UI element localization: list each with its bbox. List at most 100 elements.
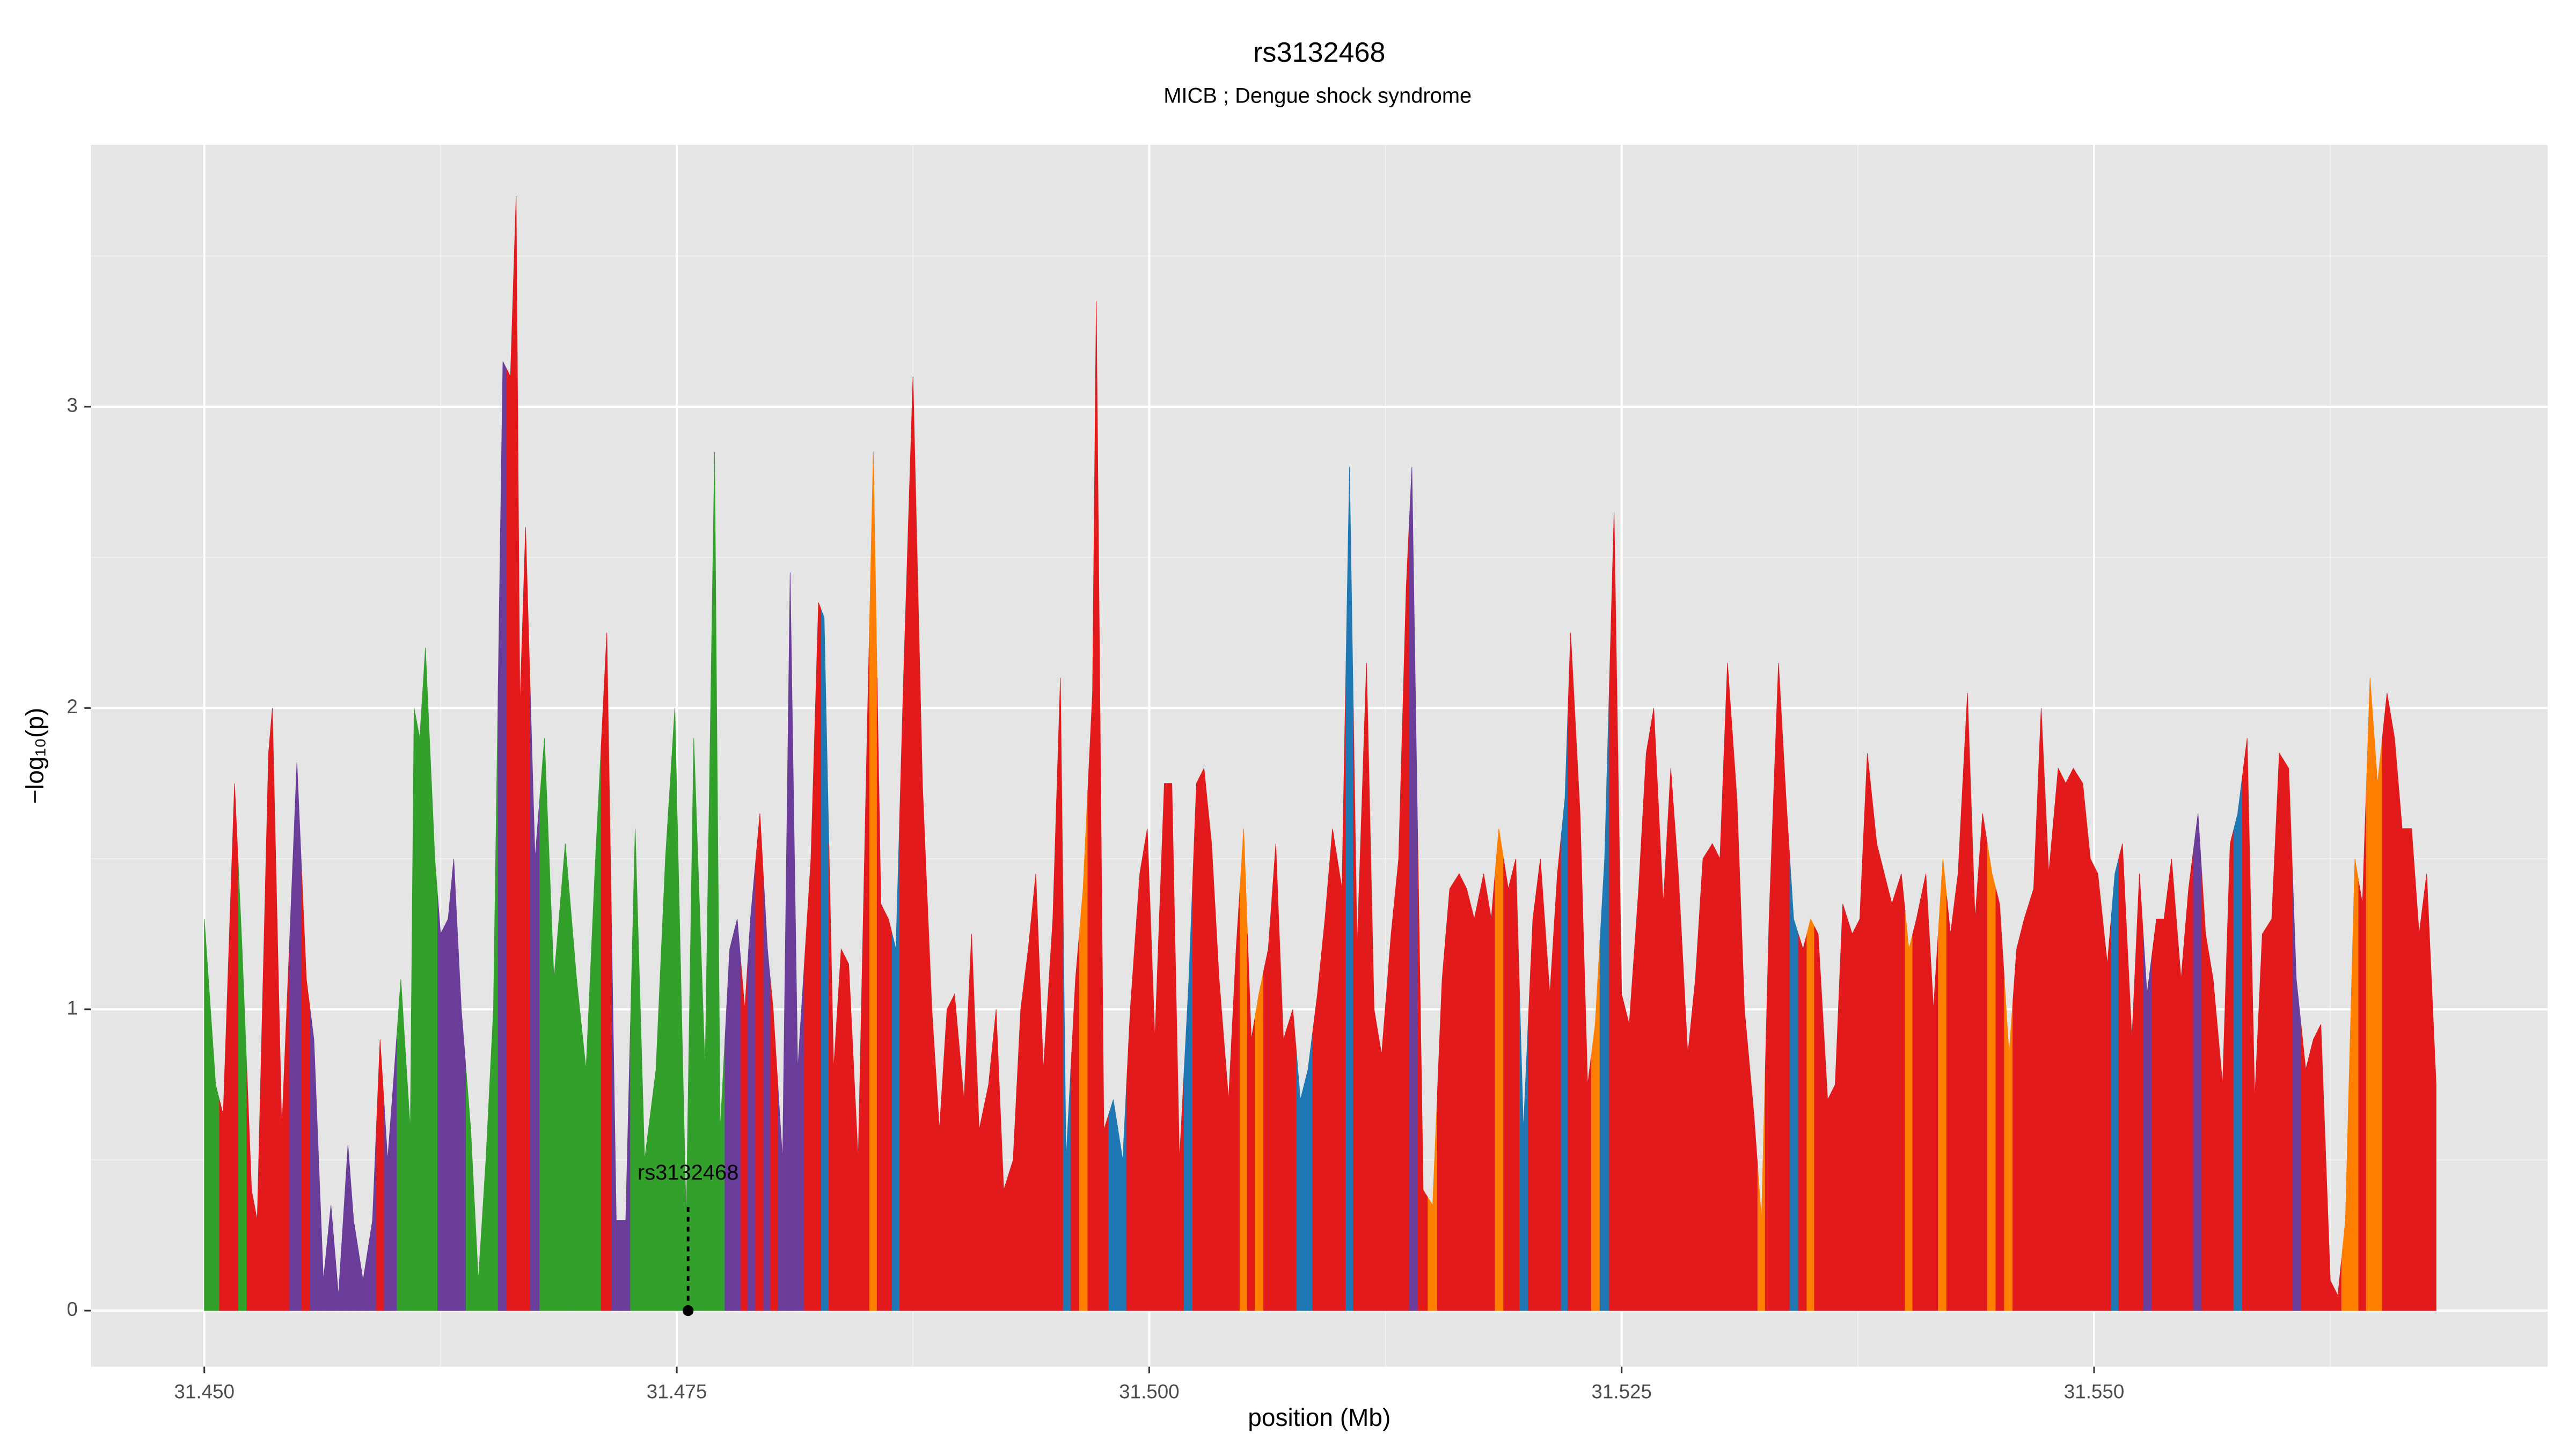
area-segment (967, 934, 976, 1311)
area-segment (1871, 798, 1881, 1311)
y-tick-label: 1 (67, 997, 77, 1019)
area-segment (497, 361, 507, 1311)
area-segment (1312, 956, 1322, 1311)
area-segment (1279, 941, 1289, 1311)
area-segment (1723, 663, 1733, 1311)
area-segment (1445, 880, 1455, 1311)
area-segment (2102, 919, 2112, 1311)
area-segment (1740, 904, 1750, 1311)
area-segment (1271, 843, 1280, 1311)
area-segment (262, 730, 271, 1311)
areas (204, 195, 2436, 1311)
area-segment (660, 783, 671, 1311)
area-segment (238, 866, 247, 1311)
area-segment (1386, 896, 1395, 1311)
area-segment (2317, 1024, 2326, 1311)
area-segment (1823, 1016, 1832, 1311)
area-segment (2292, 874, 2302, 1311)
x-tick-label: 31.550 (2064, 1380, 2125, 1402)
area-segment (457, 934, 466, 1311)
area-segment (1175, 971, 1184, 1311)
area-segment (630, 828, 640, 1311)
area-segment (327, 1205, 335, 1311)
area-segment (1008, 1085, 1018, 1311)
area-segment (2406, 828, 2416, 1311)
area-segment (992, 1009, 1000, 1311)
area-segment (559, 843, 572, 1311)
area-segment (724, 934, 734, 1311)
area-segment (1527, 889, 1537, 1311)
area-segment (1192, 775, 1201, 1311)
area-segment (2004, 979, 2014, 1311)
area-segment (1699, 850, 1708, 1311)
area-segment (1094, 301, 1101, 1311)
area-segment (1199, 767, 1208, 1311)
area-segment (2234, 775, 2243, 1311)
area-segment (2176, 919, 2185, 1311)
area-segment (570, 911, 582, 1311)
area-segment (917, 580, 928, 1311)
area-segment (2341, 1039, 2351, 1311)
area-segment (358, 1250, 368, 1311)
area-segment (1545, 926, 1554, 1311)
area-segment (1567, 632, 1576, 1311)
area-segment (1773, 663, 1783, 1311)
area-segment (1362, 663, 1371, 1311)
area-segment (884, 911, 892, 1311)
area-segment (1912, 896, 1922, 1311)
area-segment (690, 738, 700, 1311)
area-segment (397, 979, 406, 1311)
y-tick-label: 0 (67, 1298, 77, 1320)
area-segment (1798, 934, 1807, 1311)
area-segment (209, 1001, 220, 1311)
area-segment (2350, 858, 2359, 1311)
area-segment (2423, 874, 2432, 1311)
area-segment (1634, 821, 1643, 1311)
area-segment (1377, 994, 1387, 1311)
area-segment (1063, 919, 1071, 1311)
area-segment (611, 926, 621, 1311)
area-segment (1938, 858, 1947, 1311)
area-segment (1666, 768, 1675, 1311)
area-segment (2111, 858, 2119, 1311)
area-segment (405, 919, 413, 1311)
area-segment (2242, 738, 2251, 1311)
area-segment (422, 647, 430, 1311)
area-segment (1056, 678, 1064, 1311)
area-segment (763, 881, 771, 1311)
area-segment (1789, 858, 1799, 1311)
area-segment (699, 760, 711, 1311)
area-segment (2127, 941, 2136, 1311)
area-segment (1691, 919, 1700, 1311)
area-segment (367, 1130, 377, 1311)
area-segment (522, 527, 531, 1311)
area-segment (2325, 1152, 2334, 1311)
area-segment (2037, 708, 2045, 1311)
area-segment (861, 625, 870, 1311)
area-segment (437, 896, 445, 1311)
area-segment (741, 964, 748, 1311)
area-segment (2250, 919, 2259, 1311)
area-segment (814, 602, 822, 1311)
area-segment (908, 376, 918, 1311)
area-segment (1561, 715, 1568, 1311)
area-segment (1402, 527, 1410, 1311)
area-segment (1732, 730, 1741, 1311)
annotation-point (683, 1305, 694, 1316)
area-segment (1682, 964, 1692, 1311)
area-segment (1143, 828, 1152, 1311)
area-segment (2301, 1024, 2310, 1311)
area-segment (1674, 821, 1684, 1311)
area-segment (390, 1031, 398, 1311)
area-segment (650, 964, 661, 1311)
area-segment (1806, 918, 1815, 1311)
area-segment (2275, 752, 2285, 1311)
area-segment (2167, 858, 2177, 1311)
area-segment (2045, 791, 2054, 1311)
area-segment (1048, 798, 1057, 1311)
area-segment (2373, 730, 2383, 1311)
area-segment (2077, 775, 2087, 1311)
area-segment (2184, 851, 2194, 1311)
area-segment (2053, 767, 2062, 1311)
area-segment (1168, 783, 1176, 1311)
